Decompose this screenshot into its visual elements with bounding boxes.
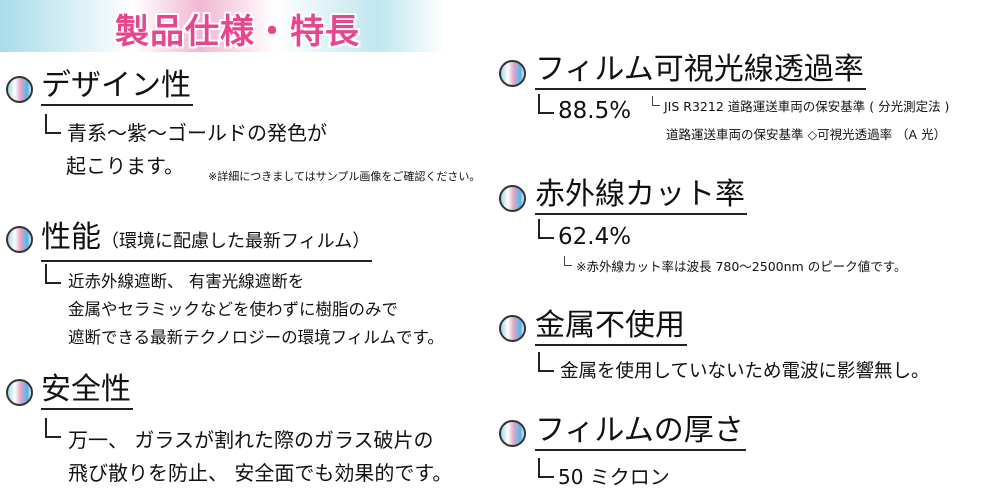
design-line: 起こります。 [66,154,184,178]
corner-line-icon [45,418,61,438]
performance-line: 近赤外線遮断、 有害光線遮断を [68,272,305,291]
bullet-icon [6,226,33,253]
safety-line: 万一、 ガラスが割れた際のガラス破片の [68,428,434,452]
corner-line-icon [538,458,554,478]
corner-line-icon [538,352,554,372]
header-band [0,0,445,52]
infrared-value: 62.4% [558,224,632,250]
infrared-note: ※赤外線カット率は波長 780～2500nm のピーク値です。 [576,259,907,274]
section-heading-performance: 性能（環境に配慮した最新フィルム） [41,220,373,262]
corner-line-icon [538,94,554,114]
visible-value: 88.5% [558,98,632,124]
performance-line: 金属やセラミックなどを使わずに樹脂のみで [68,300,398,319]
metal-line: 金属を使用していないため電波に影響無し。 [560,361,930,382]
corner-line-icon [45,264,61,284]
visible-note: 道路運送車両の保安基準 ◇可視光透過率 （A 光） [666,127,947,142]
section-heading-safety: 安全性 [41,372,133,410]
section-heading-infrared: 赤外線カット率 [535,177,747,215]
bullet-icon [6,76,33,103]
heading-text: 性能 [41,220,101,255]
bullet-icon [499,60,526,87]
design-line: 青系～紫～ゴールドの発色が [67,121,327,145]
section-heading-visible: フィルム可視光線透過率 [535,52,866,90]
safety-line: 飛び散りを防止、 安全面でも効果的です。 [68,461,453,485]
thickness-value: 50 ミクロン [558,465,670,489]
bullet-icon [499,315,526,342]
performance-line: 遮断できる最新テクノロジーの環境フィルムです。 [68,328,444,347]
corner-line-icon [45,114,61,134]
corner-line-icon [538,219,554,239]
design-note: ※詳細につきましてはサンプル画像をご確認ください。 [208,170,481,183]
section-heading-metal: 金属不使用 [535,308,687,346]
corner-line-icon [564,256,572,266]
corner-line-icon [652,96,660,106]
visible-note: JIS R3212 道路運送車両の保安基準 ( 分光測定法 ) [664,99,950,114]
bullet-icon [499,185,526,212]
section-heading-design: デザイン性 [41,68,193,106]
section-heading-thickness: フィルムの厚さ [535,413,746,451]
bullet-icon [499,420,526,447]
page-title: 製品仕様・特長 [115,12,360,52]
heading-sub: （環境に配慮した最新フィルム） [101,231,371,252]
bullet-icon [6,379,33,406]
